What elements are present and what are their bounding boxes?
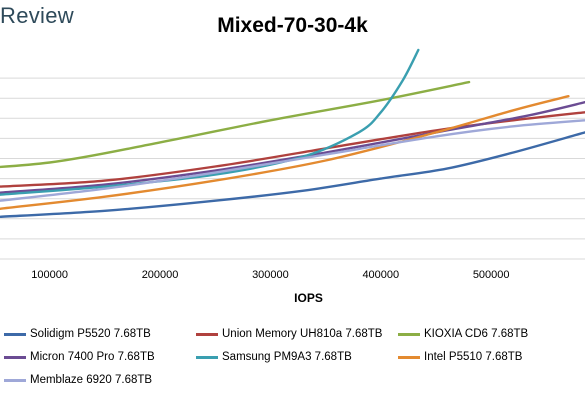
chart-title: Mixed-70-30-4k — [217, 14, 368, 37]
legend-label: Union Memory UH810a 7.68TB — [222, 328, 383, 340]
legend-label: Micron 7400 Pro 7.68TB — [30, 351, 155, 363]
series-line-4 — [0, 48, 420, 196]
legend-label: KIOXIA CD6 7.68TB — [424, 328, 529, 340]
line-chart: 100000 200000 300000 400000 500000 IOPS — [0, 48, 585, 305]
x-tick-label: 400000 — [362, 269, 399, 281]
legend-label: Memblaze 6920 7.68TB — [30, 374, 153, 386]
x-tick-label: 300000 — [252, 269, 289, 281]
series-line-3 — [0, 101, 585, 194]
legend-item: Samsung PM9A3 7.68TB — [196, 351, 352, 363]
legend-item: Union Memory UH810a 7.68TB — [196, 328, 382, 340]
legend-swatch — [196, 332, 218, 336]
legend: Solidigm P5520 7.68TB Union Memory UH810a… — [0, 322, 585, 401]
x-tick-label: 200000 — [142, 269, 179, 281]
legend-label: Intel P5510 7.68TB — [424, 351, 523, 363]
legend-label: Samsung PM9A3 7.68TB — [222, 351, 352, 363]
gridlines — [0, 77, 585, 260]
legend-swatch — [4, 332, 26, 336]
series-line-1 — [0, 111, 585, 188]
legend-item: Intel P5510 7.68TB — [398, 351, 522, 363]
x-tick-label: 100000 — [31, 269, 68, 281]
legend-item: Solidigm P5520 7.68TB — [4, 328, 151, 340]
legend-swatch — [398, 355, 420, 359]
x-axis-title: IOPS — [294, 291, 323, 305]
legend-item: Memblaze 6920 7.68TB — [4, 374, 152, 386]
legend-swatch — [196, 355, 218, 359]
series-line-0 — [0, 131, 585, 218]
legend-swatch — [4, 378, 26, 382]
brand-logo-text: Review — [0, 3, 74, 28]
x-tick-label: 500000 — [473, 269, 510, 281]
series-line-5 — [0, 95, 570, 210]
series-line-2 — [0, 80, 471, 169]
x-tick-labels: 100000 200000 300000 400000 500000 — [31, 269, 509, 281]
legend-swatch — [398, 332, 420, 336]
legend-item: Micron 7400 Pro 7.68TB — [4, 351, 155, 363]
legend-item: KIOXIA CD6 7.68TB — [398, 328, 528, 340]
legend-label: Solidigm P5520 7.68TB — [30, 328, 151, 340]
series-lines — [0, 48, 585, 218]
series-line-6 — [0, 119, 585, 202]
legend-swatch — [4, 355, 26, 359]
